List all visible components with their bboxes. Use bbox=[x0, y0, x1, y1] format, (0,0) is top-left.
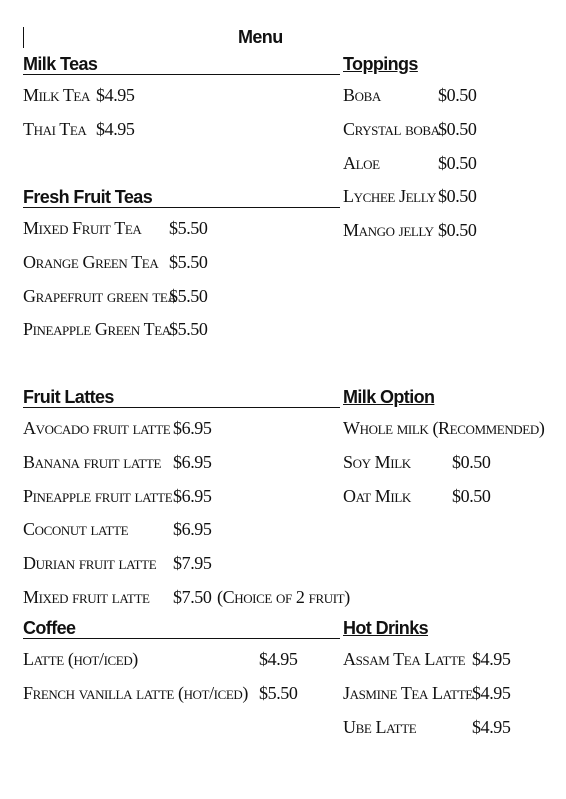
item-name: Orange Green Tea bbox=[23, 251, 159, 272]
item-price: $6.95 bbox=[173, 519, 212, 540]
item-name: Latte (hot/iced) bbox=[23, 649, 138, 669]
item-name: Boba bbox=[343, 85, 381, 105]
item-name: Avocado fruit latte bbox=[23, 418, 171, 438]
section-header: Milk Option bbox=[343, 387, 435, 407]
item-name: Grapefruit green tea bbox=[23, 285, 177, 306]
item-name: Aloe bbox=[343, 152, 380, 173]
item-name: Crystal boba bbox=[343, 118, 440, 139]
item-name: Banana fruit latte bbox=[23, 451, 162, 472]
item-price: $0.50 bbox=[452, 485, 491, 506]
item-price: $6.95 bbox=[173, 485, 212, 506]
section-header: Coffee bbox=[23, 618, 76, 638]
item-price: $0.50 bbox=[438, 220, 477, 241]
item-price: $5.50 bbox=[169, 285, 208, 306]
item-price: $4.95 bbox=[259, 649, 298, 669]
item-name: Milk Tea bbox=[23, 85, 90, 105]
menu-title: Menu bbox=[238, 27, 283, 47]
item-name: Jasmine Tea Latte bbox=[343, 682, 473, 703]
item-name: Ube Latte bbox=[343, 716, 417, 737]
item-price: $5.50 bbox=[169, 218, 208, 238]
item-name: Durian fruit latte bbox=[23, 553, 157, 574]
item-price: $6.95 bbox=[173, 418, 212, 438]
header-rule bbox=[23, 638, 340, 639]
item-price: $4.95 bbox=[472, 716, 511, 737]
item-name: Thai Tea bbox=[23, 118, 87, 139]
header-rule bbox=[23, 74, 340, 75]
item-price: $0.50 bbox=[452, 451, 491, 472]
item-name: Lychee Jelly bbox=[343, 186, 436, 207]
item-note: (Choice of 2 fruit) bbox=[217, 587, 350, 607]
text-cursor bbox=[23, 27, 24, 48]
section-header: Hot Drinks bbox=[343, 618, 429, 638]
item-price: $0.50 bbox=[438, 85, 477, 105]
item-price: $4.95 bbox=[96, 118, 135, 139]
section-header: Fruit Lattes bbox=[23, 387, 114, 407]
item-price: $5.50 bbox=[169, 319, 208, 340]
item-price: $0.50 bbox=[438, 186, 477, 207]
header-rule bbox=[23, 407, 340, 408]
section-header: Milk Teas bbox=[23, 54, 98, 74]
item-price: $0.50 bbox=[438, 118, 477, 139]
item-name: Mixed Fruit Tea bbox=[23, 218, 142, 238]
item-price: $5.50 bbox=[169, 251, 208, 272]
item-price: $5.50 bbox=[259, 682, 298, 703]
item-name: Pineapple fruit latte bbox=[23, 485, 173, 506]
section-header: Toppings bbox=[343, 54, 418, 74]
item-price: $0.50 bbox=[438, 152, 477, 173]
item-name: Coconut latte bbox=[23, 519, 129, 540]
item-name: Mixed fruit latte bbox=[23, 587, 150, 607]
item-price: $4.95 bbox=[472, 649, 511, 669]
item-price: $4.95 bbox=[96, 85, 135, 105]
section-header: Fresh Fruit Teas bbox=[23, 187, 153, 207]
item-price: $4.95 bbox=[472, 682, 511, 703]
item-name: Assam Tea Latte bbox=[343, 649, 466, 669]
item-name: Pineapple Green Tea bbox=[23, 319, 171, 340]
item-name: Oat Milk bbox=[343, 485, 411, 506]
item-name: Whole milk (Recommended) bbox=[343, 418, 545, 438]
item-name: Mango jelly bbox=[343, 220, 434, 241]
item-price: $7.50 bbox=[173, 587, 212, 607]
item-name: Soy Milk bbox=[343, 451, 411, 472]
item-price: $6.95 bbox=[173, 451, 212, 472]
item-price: $7.95 bbox=[173, 553, 212, 574]
header-rule bbox=[23, 207, 340, 208]
item-name: French vanilla latte (hot/iced) bbox=[23, 682, 249, 703]
